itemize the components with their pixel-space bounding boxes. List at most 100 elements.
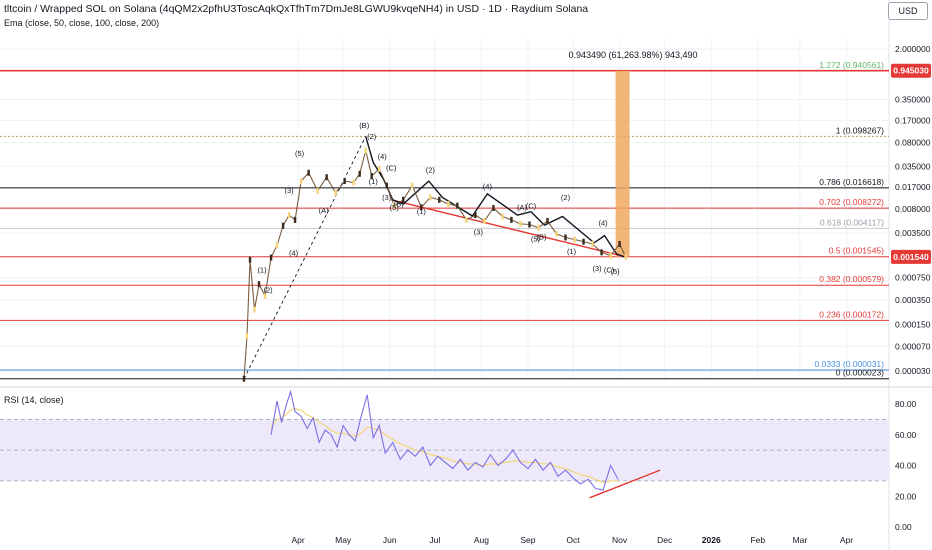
rsi-ma-line bbox=[270, 408, 619, 483]
target-price-badge bbox=[891, 63, 931, 78]
price-candle bbox=[411, 182, 414, 189]
price-candle bbox=[316, 187, 319, 194]
time-tick-label: Nov bbox=[612, 535, 628, 545]
currency-button[interactable]: USD bbox=[888, 2, 928, 20]
wave-label: (4) bbox=[289, 249, 299, 258]
time-tick-label: 2026 bbox=[702, 535, 721, 545]
fibonacci-labels: 1.272 (0.940561) 1 (0.098267) 0.786 (0.016… bbox=[815, 60, 885, 378]
price-tick-label: 0.008000 bbox=[895, 204, 931, 214]
wave-label: (3) bbox=[284, 186, 294, 195]
time-tick-label: Apr bbox=[840, 535, 853, 545]
rsi-pane: 80.00 60.00 40.00 20.00 0.00 bbox=[0, 389, 917, 532]
measure-label: 0.943490 (61,263.98%) 943,490 bbox=[568, 50, 697, 60]
wave-label: (4) bbox=[378, 152, 388, 161]
price-candle bbox=[325, 174, 328, 181]
wave-label: (5) bbox=[611, 267, 621, 276]
time-tick-label: Sep bbox=[520, 535, 535, 545]
price-candle bbox=[555, 230, 558, 237]
wave-label: (4) bbox=[598, 219, 608, 228]
wave-label: (3) bbox=[474, 228, 484, 237]
price-candle bbox=[573, 236, 576, 243]
price-tick-label: 0.000750 bbox=[895, 273, 931, 283]
time-tick-label: Dec bbox=[657, 535, 673, 545]
price-candle bbox=[465, 216, 468, 223]
wave-label: (A) bbox=[517, 203, 528, 212]
rsi-line bbox=[270, 389, 619, 491]
price-candle bbox=[474, 212, 477, 219]
price-candle bbox=[564, 234, 567, 241]
time-tick-label: Jul bbox=[429, 535, 440, 545]
price-candle bbox=[299, 178, 303, 185]
price-candle bbox=[343, 178, 346, 185]
price-candle bbox=[501, 213, 504, 220]
fib-label-0.618: 0.618 (0.004117) bbox=[820, 217, 884, 227]
wave-label: (3) bbox=[382, 193, 392, 202]
price-candle bbox=[307, 169, 310, 176]
wave-label: (5) bbox=[295, 149, 305, 158]
time-tick-label: Mar bbox=[793, 535, 808, 545]
price-candle bbox=[242, 375, 246, 382]
wave-label: (A) bbox=[319, 206, 330, 215]
fib-label-1.272: 1.272 (0.940561) bbox=[819, 60, 884, 70]
price-candle bbox=[591, 240, 594, 247]
time-tick-label: Jun bbox=[383, 535, 397, 545]
measure-bar bbox=[615, 70, 630, 257]
wave-label: (B) bbox=[359, 121, 370, 130]
price-candle bbox=[492, 204, 495, 211]
fib-label-0.236: 0.236 (0.000172) bbox=[819, 309, 884, 319]
fibonacci-levels bbox=[0, 69, 889, 380]
price-candle bbox=[248, 256, 252, 263]
price-candle bbox=[438, 196, 441, 203]
fib-label-0.786: 0.786 (0.016618) bbox=[819, 177, 884, 187]
wave-label: (C) bbox=[604, 265, 615, 274]
price-tick-label: 0.350000 bbox=[895, 95, 931, 105]
fib-label-0.0333: 0.0333 (0.000031) bbox=[815, 359, 885, 369]
price-candle bbox=[600, 249, 603, 256]
wave-label: (1) bbox=[257, 265, 267, 274]
price-candle bbox=[293, 216, 297, 223]
ema-indicator-label[interactable]: Ema (close, 50, close, 100, close, 200) bbox=[4, 18, 159, 28]
fib-label-0: 0 (0.000023) bbox=[836, 368, 884, 378]
price-candle bbox=[447, 201, 450, 208]
rsi-indicator-label[interactable]: RSI (14, close) bbox=[4, 395, 64, 405]
price-candle bbox=[370, 173, 373, 180]
rsi-trendline bbox=[589, 469, 661, 499]
wave-label: (2) bbox=[263, 285, 273, 294]
price-tick-label: 2.000000 bbox=[895, 44, 931, 54]
price-candle bbox=[582, 238, 585, 245]
chart-title: tltcoin / Wrapped SOL on Solana (4qQM2x2… bbox=[4, 3, 588, 15]
price-candle bbox=[352, 179, 355, 186]
price-tick-label: 0.000030 bbox=[895, 366, 931, 376]
price-tick-label: 0.035000 bbox=[895, 161, 931, 171]
price-candle bbox=[263, 292, 267, 299]
price-candle bbox=[281, 222, 285, 229]
price-candle bbox=[257, 281, 261, 288]
price-candle bbox=[275, 242, 279, 249]
price-candle bbox=[334, 189, 337, 196]
support-trendline bbox=[391, 199, 626, 258]
wave-label: (B) bbox=[394, 199, 405, 208]
wave-label: (5) bbox=[390, 203, 400, 212]
price-candle bbox=[393, 202, 396, 209]
measure-tool bbox=[615, 70, 630, 257]
wave-label: (2) bbox=[561, 193, 571, 202]
price-candle bbox=[528, 221, 531, 228]
time-tick-label: May bbox=[335, 535, 352, 545]
price-candle bbox=[253, 306, 256, 313]
wave-label: (1) bbox=[369, 177, 379, 186]
price-candle bbox=[546, 218, 549, 225]
price-candle bbox=[402, 196, 405, 203]
rsi-tick-label: 20.00 bbox=[895, 491, 917, 501]
price-candle bbox=[364, 147, 367, 154]
time-tick-label: Feb bbox=[750, 535, 765, 545]
price-candle bbox=[456, 202, 459, 209]
price-candle bbox=[519, 220, 522, 227]
wave-label: (5) bbox=[531, 235, 541, 244]
wave-label: (1) bbox=[567, 247, 577, 256]
price-tick-label: 0.003500 bbox=[895, 228, 931, 238]
time-axis: Apr May Jun Jul Aug Sep Oct Nov Dec 2026 Feb Mar Apr bbox=[291, 535, 853, 545]
price-candle bbox=[269, 254, 273, 261]
wave-label: (1) bbox=[417, 207, 427, 216]
price-axis: 2.0000000.9500000.3500000.1700000.080000… bbox=[891, 44, 931, 376]
